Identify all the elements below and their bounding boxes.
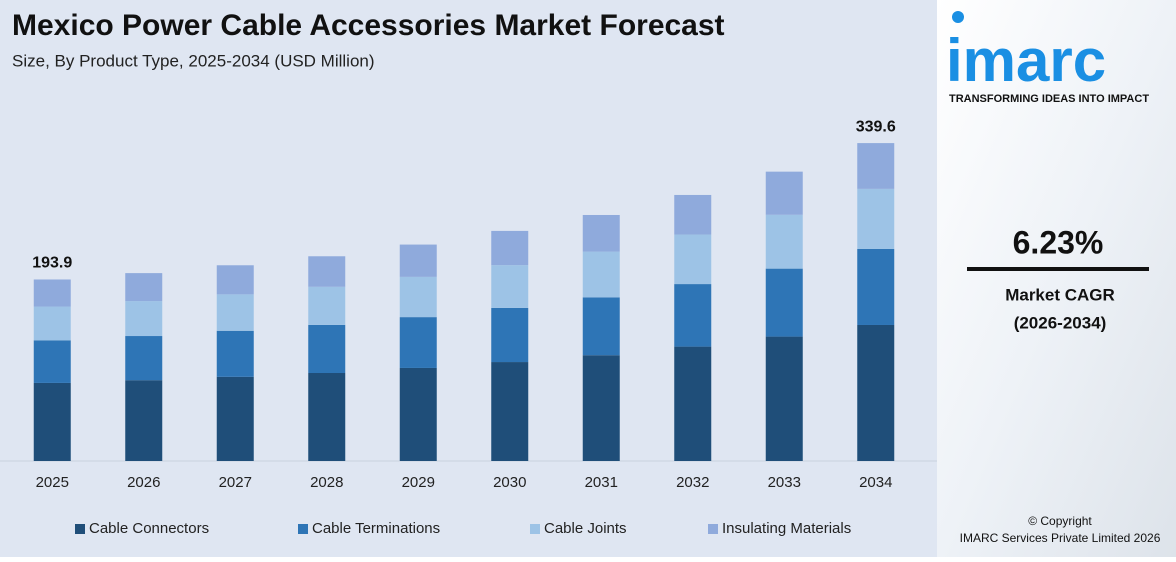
cagr-rule: [967, 267, 1149, 271]
bar-segment: [674, 284, 712, 347]
bar-segment: [216, 330, 254, 377]
x-tick-label: 2031: [585, 474, 618, 491]
bar-segment: [857, 324, 895, 461]
bar-segment: [125, 380, 163, 461]
legend-swatch: [708, 524, 718, 534]
legend-swatch: [530, 524, 540, 534]
bar-segment: [33, 306, 71, 341]
legend-label: Insulating Materials: [722, 520, 851, 537]
bar-segment: [33, 382, 71, 461]
bar-segment: [308, 324, 346, 374]
legend-label: Cable Joints: [544, 520, 627, 537]
chart-title: Mexico Power Cable Accessories Market Fo…: [12, 9, 725, 42]
bar-segment: [399, 244, 437, 277]
sidebar-background: [937, 0, 1176, 557]
bar-segment: [399, 317, 437, 368]
bar-segment: [765, 268, 803, 337]
bar-segment: [399, 276, 437, 318]
logo-dot: [952, 11, 964, 23]
bar-segment: [216, 294, 254, 331]
bar-segment: [674, 234, 712, 285]
bar-segment: [33, 279, 71, 307]
chart-subtitle: Size, By Product Type, 2025-2034 (USD Mi…: [12, 51, 375, 70]
x-tick-label: 2033: [768, 474, 801, 491]
company: IMARC Services Private Limited 2026: [960, 531, 1161, 545]
bar-segment: [216, 376, 254, 461]
bar-segment: [857, 248, 895, 325]
total-label: 193.9: [32, 255, 72, 272]
x-tick-label: 2026: [127, 474, 160, 491]
bar-segment: [491, 265, 529, 308]
bar-segment: [857, 188, 895, 249]
bar-segment: [765, 171, 803, 215]
bar-segment: [582, 214, 620, 252]
bar-segment: [582, 251, 620, 298]
cagr-value: 6.23%: [1013, 224, 1104, 260]
cagr-period: (2026-2034): [1014, 313, 1107, 332]
legend-swatch: [75, 524, 85, 534]
bar-segment: [765, 336, 803, 461]
bar-segment: [125, 336, 163, 381]
bar-segment: [857, 143, 895, 189]
bar-segment: [125, 301, 163, 337]
bar-segment: [491, 307, 529, 363]
x-tick-label: 2028: [310, 474, 343, 491]
bar-segment: [582, 355, 620, 461]
bar-segment: [491, 230, 529, 266]
bar-segment: [582, 297, 620, 356]
x-tick-label: 2027: [219, 474, 252, 491]
x-tick-label: 2034: [859, 474, 892, 491]
bar-segment: [674, 194, 712, 235]
legend-swatch: [298, 524, 308, 534]
logo: imarc: [946, 27, 1106, 94]
bar-segment: [308, 373, 346, 461]
x-tick-label: 2030: [493, 474, 526, 491]
bar-segment: [125, 273, 163, 302]
x-tick-label: 2025: [36, 474, 69, 491]
bar-segment: [399, 367, 437, 461]
total-label: 339.6: [856, 118, 896, 135]
bar-segment: [765, 214, 803, 269]
bar-segment: [308, 256, 346, 287]
plot: 193.9 2025 2026 2027 2028 2029 2030 2031 2032 203…: [0, 118, 937, 537]
bar-segment: [491, 362, 529, 461]
bar-segment: [33, 340, 71, 383]
cagr-label: Market CAGR: [1005, 285, 1115, 304]
legend-label: Cable Terminations: [312, 520, 440, 537]
bar-segment: [674, 346, 712, 461]
legend-label: Cable Connectors: [89, 520, 209, 537]
x-tick-label: 2029: [402, 474, 435, 491]
bar-segment: [216, 265, 254, 295]
copyright: © Copyright: [1028, 514, 1092, 528]
tagline: TRANSFORMING IDEAS INTO IMPACT: [949, 93, 1149, 105]
bar-segment: [308, 286, 346, 325]
x-tick-label: 2032: [676, 474, 709, 491]
